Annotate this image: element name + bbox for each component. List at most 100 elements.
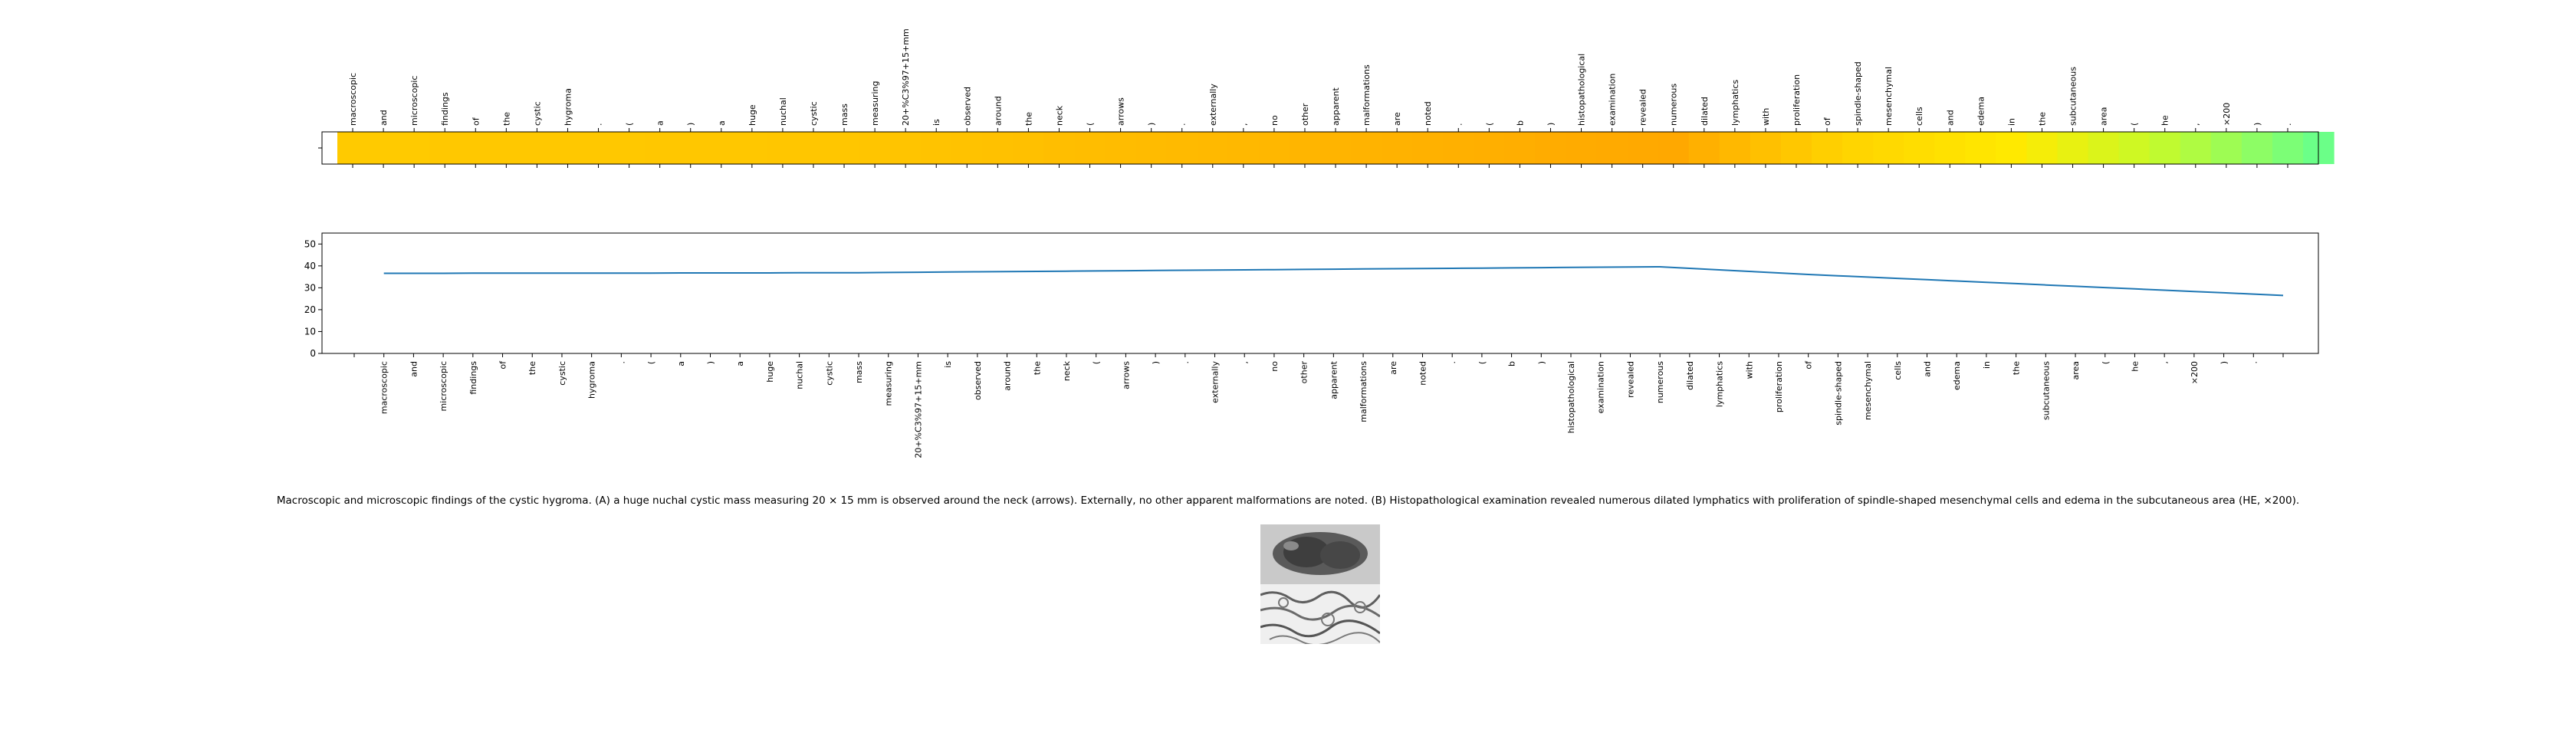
heatmap-cell	[521, 132, 554, 164]
heatmap-cell	[1382, 132, 1413, 164]
heatmap-cell	[736, 132, 768, 164]
heatmap-cell	[1688, 132, 1720, 164]
heatmap-token-label: is	[932, 119, 941, 126]
heatmap-token-label: cystic	[809, 101, 819, 126]
heatmap-cell	[1105, 132, 1137, 164]
heatmap-token-label: a	[717, 120, 727, 126]
heatmap-token-label: he	[2160, 115, 2170, 126]
line-xtick-label: are	[1388, 361, 1398, 375]
heatmap-token-label: 20+%C3%97+15+mm	[901, 28, 911, 126]
heatmap-cell	[1780, 132, 1812, 164]
heatmap-token-label: the	[1024, 112, 1033, 126]
line-xtick-label: the	[1032, 361, 1042, 375]
heatmap-cell	[2026, 132, 2058, 164]
line-xtick-label: malformations	[1359, 361, 1368, 422]
heatmap-token-label: findings	[440, 92, 450, 126]
line-xtick-label: edema	[1952, 361, 1962, 390]
line-ytick-label: 50	[304, 238, 316, 249]
line-xtick-label: measuring	[884, 361, 894, 406]
line-xtick-label: apparent	[1329, 360, 1339, 399]
heatmap-token-label: macroscopic	[348, 73, 358, 126]
heatmap-cell	[2118, 132, 2150, 164]
heatmap-token-label: nuchal	[778, 97, 788, 126]
heatmap-cell	[797, 132, 830, 164]
heatmap-cell	[491, 132, 522, 164]
heatmap-cell	[1227, 132, 1260, 164]
heatmap-cell	[1043, 132, 1076, 164]
histology-thumbnail	[1260, 524, 1380, 644]
heatmap-token-label: neck	[1055, 105, 1065, 126]
heatmap-token-label: in	[2006, 118, 2016, 126]
heatmap-token-label: ,	[2191, 123, 2201, 127]
heatmap-cell	[429, 132, 461, 164]
heatmap-token-label: subcutaneous	[2068, 67, 2078, 126]
line-xtick-label: cells	[1893, 361, 1903, 380]
heatmap-cell	[1197, 132, 1229, 164]
line-xtick-label: proliferation	[1774, 361, 1784, 412]
heatmap-cell	[1412, 132, 1444, 164]
heatmap-cell	[2149, 132, 2181, 164]
line-xtick-label: around	[1003, 361, 1013, 391]
heatmap-token-label: )	[686, 123, 696, 126]
line-xtick-label: noted	[1418, 361, 1428, 386]
line-xtick-label: other	[1300, 361, 1309, 384]
line-xtick-label: cystic	[824, 361, 834, 386]
heatmap-token-label: microscopic	[409, 76, 419, 126]
line-xtick-label: mesenchymal	[1863, 361, 1873, 420]
heatmap-cell	[644, 132, 676, 164]
heatmap-token-label: observed	[962, 87, 972, 126]
heatmap-token-label: huge	[748, 104, 757, 126]
heatmap-token-label: (	[1086, 123, 1096, 126]
heatmap-cell	[613, 132, 646, 164]
heatmap-cell	[1627, 132, 1659, 164]
heatmap-token-label: revealed	[1638, 89, 1648, 126]
heatmap-cell	[1750, 132, 1782, 164]
line-xtick-label: of	[498, 360, 508, 370]
line-xtick-label: the	[527, 361, 537, 375]
line-xtick-label: no	[1270, 361, 1280, 372]
line-xtick-label: .	[2249, 361, 2259, 364]
heatmap-cell	[1074, 132, 1106, 164]
line-xtick-label: .	[1181, 361, 1191, 364]
line-xtick-label: )	[2220, 361, 2229, 364]
heatmap-token-label: (	[625, 123, 635, 126]
line-xtick-label: examination	[1596, 361, 1606, 413]
heatmap-token-label: )	[1147, 123, 1157, 126]
heatmap-token-label: other	[1300, 103, 1310, 126]
line-ytick-label: 20	[304, 304, 316, 315]
line-xtick-label: (	[646, 361, 656, 364]
heatmap-cell	[982, 132, 1014, 164]
line-xtick-label: externally	[1211, 361, 1221, 403]
line-xtick-label: ,	[1240, 361, 1250, 364]
line-xtick-label: subcutaneous	[2041, 361, 2051, 420]
heatmap-token-label: cells	[1914, 107, 1924, 126]
heatmap-cell	[1258, 132, 1290, 164]
heatmap-cell	[1443, 132, 1474, 164]
heatmap-cell	[859, 132, 891, 164]
line-xtick-label: the	[2012, 361, 2022, 375]
heatmap-token-label: edema	[1976, 97, 1986, 126]
heatmap-cell	[890, 132, 922, 164]
line-xtick-label: macroscopic	[380, 361, 389, 414]
heatmap-cell	[1504, 132, 1536, 164]
line-xtick-label: hygroma	[587, 361, 597, 399]
heatmap-token-label: a	[656, 120, 665, 126]
line-xtick-label: histopathological	[1566, 361, 1576, 433]
heatmap-cell	[1965, 132, 1996, 164]
line-xtick-label: he	[2131, 361, 2141, 372]
heatmap-cell	[2241, 132, 2273, 164]
series-line	[383, 265, 2284, 297]
heatmap-cell	[1289, 132, 1321, 164]
heatmap-token-label: (	[1484, 123, 1494, 126]
heatmap-cell	[921, 132, 952, 164]
heatmap-token-label: .	[594, 123, 604, 127]
line-xtick-label: ,	[2160, 361, 2170, 364]
heatmap-token-label: of	[1822, 117, 1832, 126]
line-ytick-label: 30	[304, 282, 316, 293]
heatmap-cell	[2210, 132, 2242, 164]
heatmap-token-label: externally	[1208, 84, 1218, 126]
line-xtick-label: nuchal	[795, 361, 805, 389]
heatmap-token-label: ,	[1239, 123, 1249, 127]
heatmap-cell	[2057, 132, 2089, 164]
heatmap-token-label: measuring	[870, 81, 880, 126]
